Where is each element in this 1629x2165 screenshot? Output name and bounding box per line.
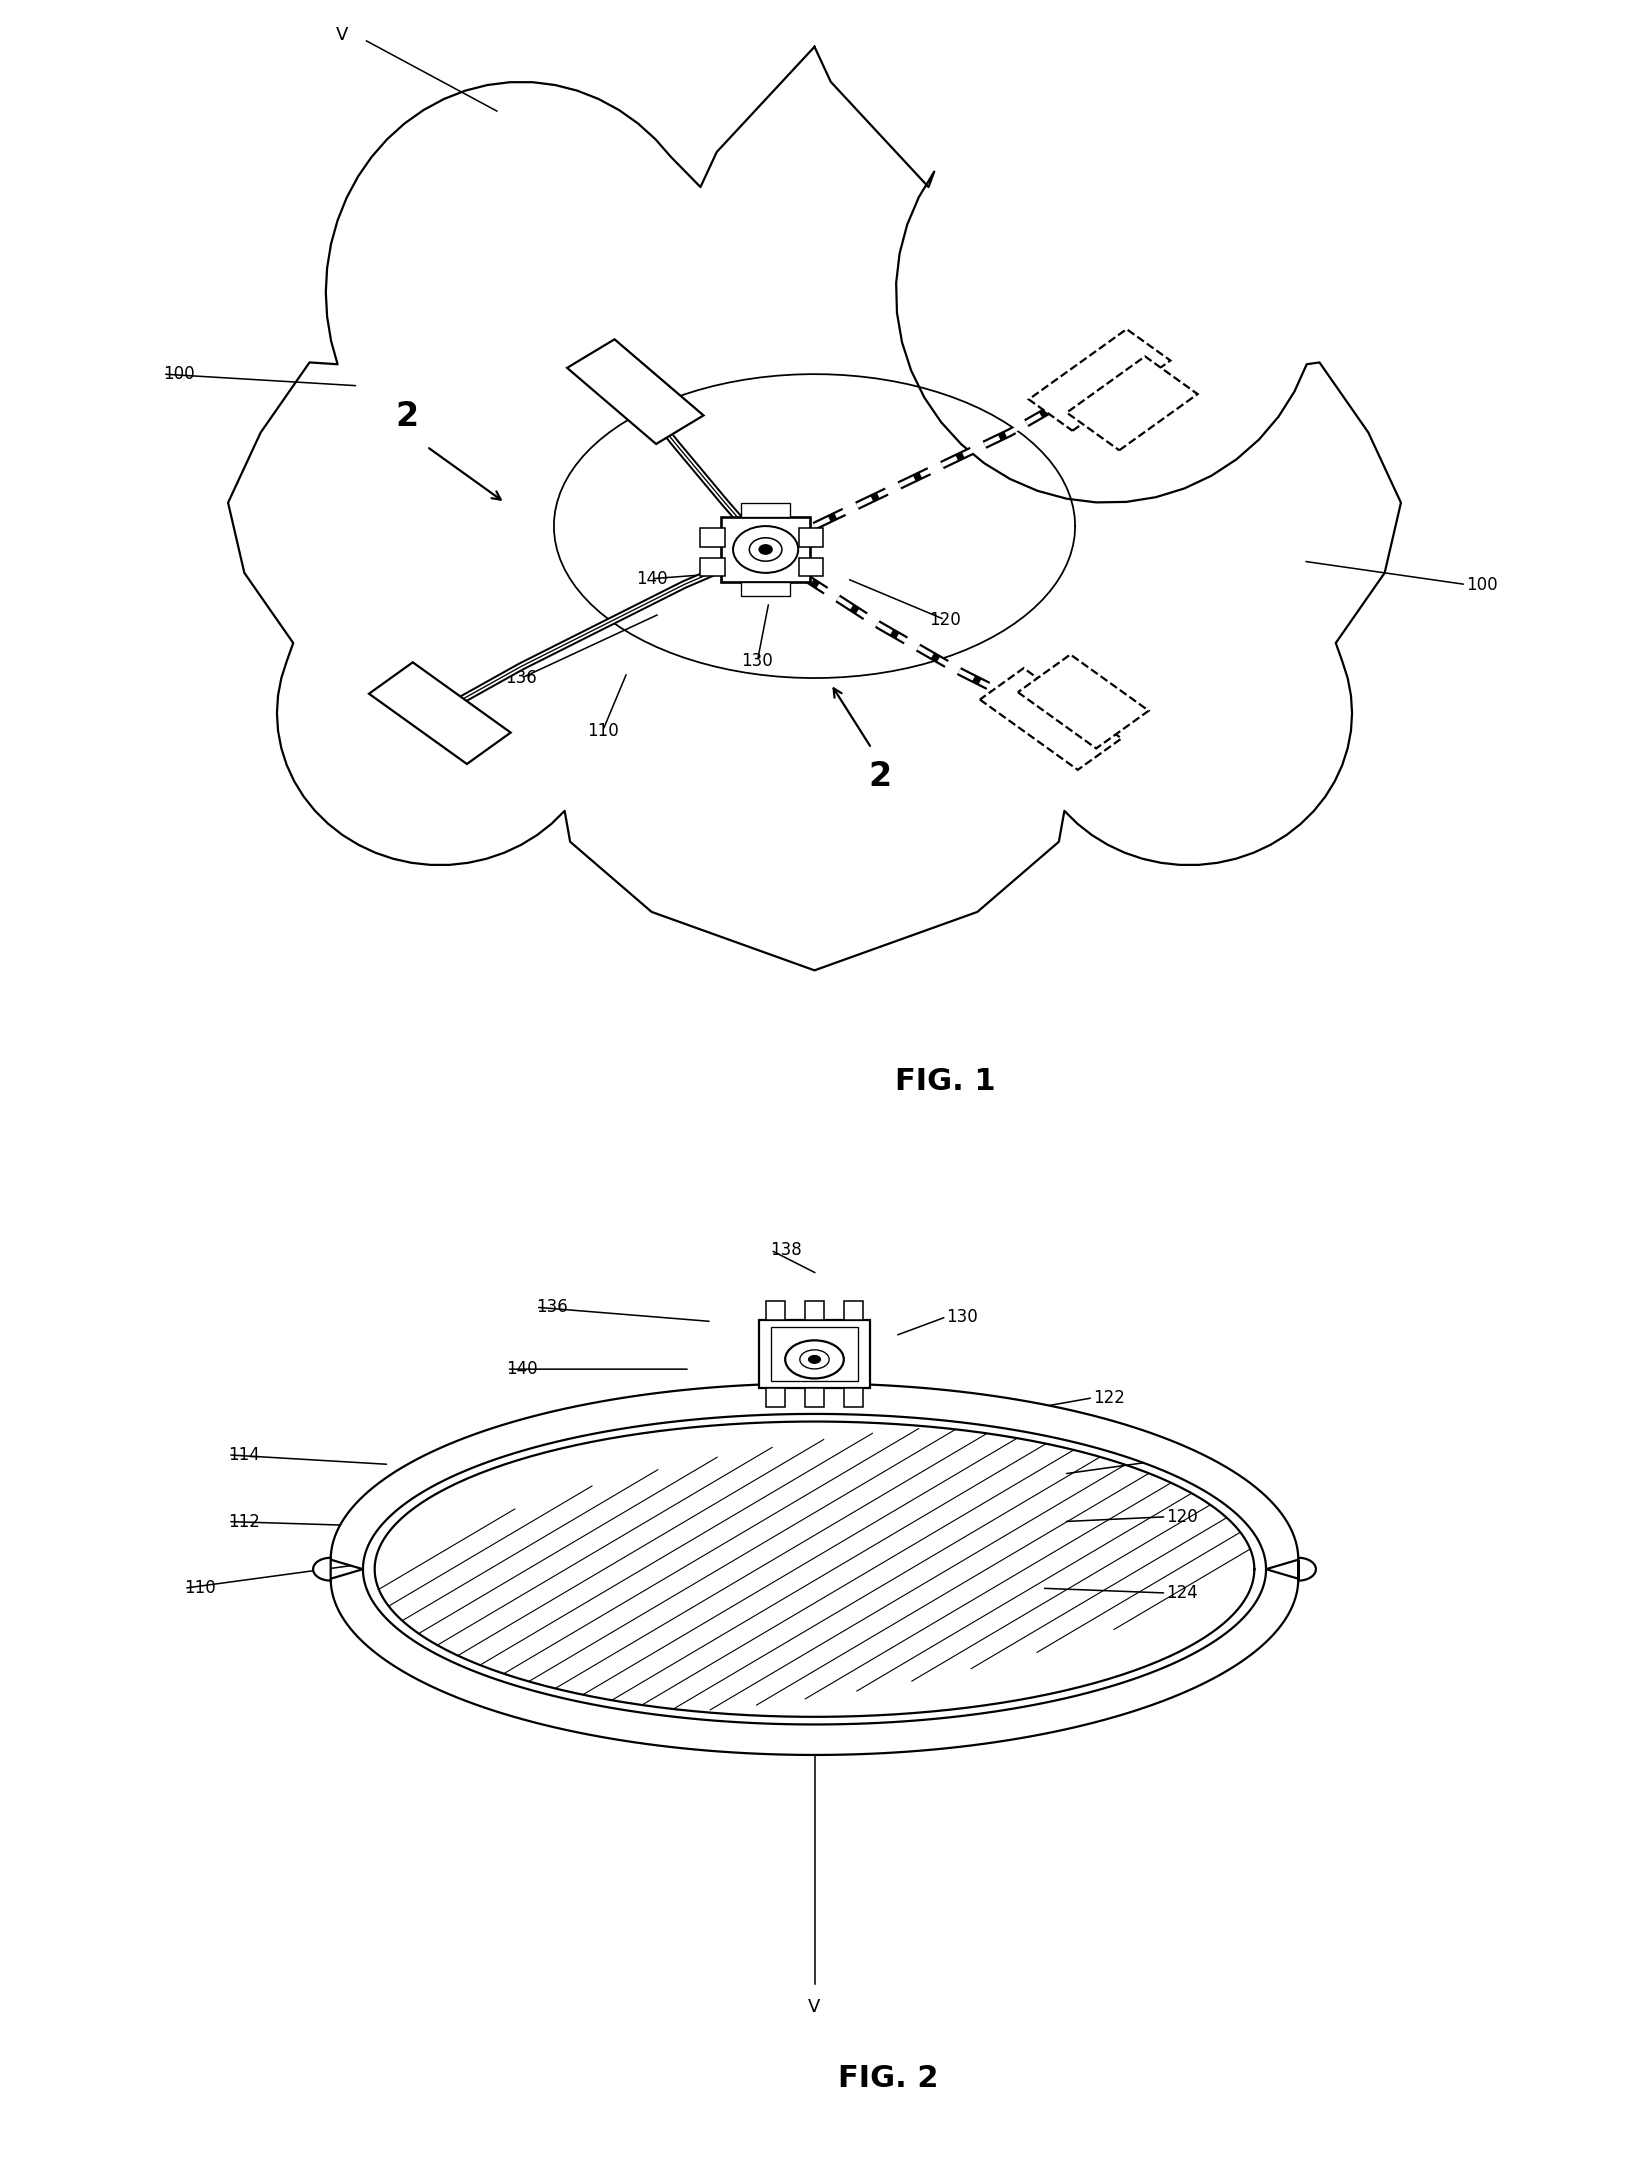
Circle shape [759,546,772,554]
Text: FIG. 2: FIG. 2 [837,2065,938,2094]
Circle shape [733,526,798,574]
Polygon shape [1018,654,1148,749]
Text: 124: 124 [1166,1585,1197,1602]
Polygon shape [313,1559,331,1580]
FancyBboxPatch shape [844,1301,863,1321]
Text: V: V [808,1998,821,2016]
Text: 112: 112 [228,1513,261,1531]
FancyBboxPatch shape [771,1327,858,1381]
FancyBboxPatch shape [766,1388,785,1407]
Text: 122: 122 [1093,1388,1126,1407]
Text: 100: 100 [1466,576,1497,593]
Polygon shape [567,340,704,444]
Circle shape [808,1355,821,1364]
FancyBboxPatch shape [798,559,823,576]
Text: V: V [336,26,349,43]
Text: 140: 140 [507,1360,538,1379]
Polygon shape [1067,357,1197,450]
Text: 114: 114 [228,1446,259,1464]
FancyBboxPatch shape [741,582,790,595]
Polygon shape [375,1422,1254,1717]
FancyBboxPatch shape [700,528,725,548]
Text: 100: 100 [163,366,194,383]
Text: 138: 138 [771,1241,801,1260]
Polygon shape [331,1570,1298,1756]
Circle shape [800,1349,829,1368]
Polygon shape [1298,1559,1316,1580]
FancyBboxPatch shape [759,1321,870,1388]
Text: 136: 136 [536,1299,567,1316]
Circle shape [785,1340,844,1379]
Text: 120: 120 [1166,1507,1197,1526]
Polygon shape [1030,329,1170,431]
Text: 120: 120 [929,611,961,628]
FancyBboxPatch shape [766,1301,785,1321]
FancyBboxPatch shape [805,1388,824,1407]
Text: 136: 136 [505,669,538,686]
Polygon shape [981,669,1121,771]
Text: 110: 110 [586,721,619,740]
FancyBboxPatch shape [700,559,725,576]
FancyBboxPatch shape [741,502,790,517]
Text: 140: 140 [635,569,668,587]
Polygon shape [228,48,1401,970]
Text: 2: 2 [868,760,891,792]
Text: 2: 2 [396,401,419,433]
FancyBboxPatch shape [720,517,810,582]
Text: 100: 100 [1166,1451,1197,1468]
Circle shape [749,537,782,561]
Polygon shape [331,1383,1298,1570]
Text: 110: 110 [184,1578,215,1598]
Text: 130: 130 [741,652,774,669]
FancyBboxPatch shape [798,528,823,548]
Polygon shape [370,662,510,764]
FancyBboxPatch shape [805,1301,824,1321]
FancyBboxPatch shape [844,1388,863,1407]
Text: FIG. 1: FIG. 1 [894,1067,995,1095]
Text: 130: 130 [946,1308,977,1325]
